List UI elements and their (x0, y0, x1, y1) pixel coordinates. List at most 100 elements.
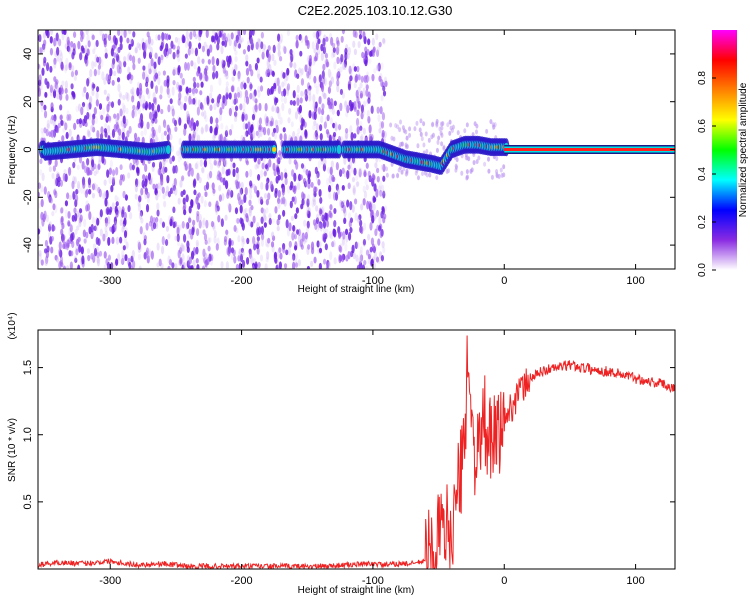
noise-speck (233, 38, 237, 47)
noise-speck (255, 130, 259, 137)
noise-speck (252, 258, 256, 264)
noise-speck (48, 196, 52, 204)
noise-speck (40, 211, 44, 221)
noise-speck (353, 133, 357, 139)
noise-speck (61, 80, 65, 87)
noise-speck (277, 197, 281, 205)
noise-speck (273, 59, 277, 66)
noise-speck (366, 49, 370, 55)
noise-speck (63, 241, 67, 250)
noise-speck (281, 81, 285, 88)
noise-speck (127, 205, 131, 213)
noise-speck (289, 200, 293, 209)
noise-speck (40, 185, 44, 193)
noise-speck (212, 71, 216, 80)
noise-speck (278, 38, 283, 44)
noise-speck (196, 82, 200, 88)
noise-speck (91, 123, 95, 132)
noise-speck (152, 129, 156, 137)
noise-speck (204, 73, 208, 82)
noise-speck (92, 254, 96, 263)
noise-speck (188, 133, 192, 142)
noise-speck (101, 192, 105, 199)
noise-speck (260, 207, 264, 214)
y-tick-label: 1.5 (22, 360, 34, 375)
noise-speck (263, 215, 268, 222)
noise-speck (376, 175, 380, 183)
noise-speck (245, 170, 249, 178)
noise-speck (354, 241, 358, 250)
noise-speck (240, 181, 244, 189)
noise-speck (195, 196, 199, 205)
noise-speck (273, 82, 277, 90)
noise-speck (336, 56, 340, 65)
noise-speck (241, 259, 246, 268)
noise-speck (358, 260, 363, 268)
noise-speck (328, 174, 332, 184)
noise-speck (228, 187, 232, 197)
noise-speck (378, 185, 382, 193)
noise-speck (297, 228, 301, 237)
noise-speck (332, 47, 336, 53)
noise-speck (336, 71, 340, 81)
noise-speck (208, 201, 212, 208)
noise-speck (125, 241, 129, 249)
noise-speck (48, 221, 52, 227)
noise-speck (172, 221, 176, 229)
noise-speck (186, 246, 190, 253)
noise-speck (404, 144, 408, 150)
noise-speck (65, 33, 69, 42)
noise-speck (127, 66, 131, 74)
noise-speck (96, 129, 100, 139)
noise-speck (139, 88, 143, 96)
noise-speck (280, 198, 284, 205)
noise-speck (293, 62, 297, 69)
noise-speck (237, 91, 241, 98)
noise-speck (287, 117, 291, 124)
noise-speck (38, 93, 41, 102)
noise-speck (317, 219, 321, 227)
noise-speck (318, 241, 322, 248)
noise-speck (322, 219, 327, 229)
noise-speck (278, 150, 282, 156)
noise-speck (83, 238, 87, 244)
noise-speck (356, 65, 360, 73)
noise-speck (115, 211, 119, 218)
noise-speck (248, 179, 253, 185)
noise-speck (353, 100, 357, 110)
noise-speck (137, 253, 142, 261)
noise-speck (57, 120, 61, 130)
noise-speck (186, 260, 190, 269)
noise-speck (209, 84, 214, 93)
noise-speck (84, 44, 88, 54)
noise-speck (190, 265, 194, 269)
noise-speck (294, 258, 298, 266)
noise-speck (257, 37, 261, 44)
noise-speck (315, 123, 319, 131)
noise-speck (237, 235, 241, 243)
noise-speck (166, 174, 170, 184)
noise-speck (289, 49, 293, 56)
noise-speck (76, 225, 80, 231)
noise-speck (234, 111, 238, 118)
noise-speck (365, 184, 369, 191)
noise-speck (197, 99, 201, 107)
snr-panel: -300 -200 -100 0 100 0.51.01.5 Height of str… (7, 312, 676, 596)
noise-speck (187, 170, 191, 177)
noise-speck (213, 127, 217, 136)
noise-speck (119, 236, 123, 244)
noise-speck (375, 33, 379, 41)
noise-speck (358, 33, 363, 40)
noise-speck (234, 105, 239, 112)
noise-speck (233, 63, 238, 71)
noise-speck (179, 179, 183, 188)
noise-speck (321, 214, 325, 222)
noise-speck (176, 45, 181, 51)
noise-speck (253, 185, 258, 194)
noise-speck (335, 183, 339, 192)
noise-speck (86, 103, 90, 112)
noise-speck (115, 63, 120, 71)
noise-speck (188, 162, 192, 172)
noise-speck (362, 31, 366, 40)
noise-speck (149, 131, 154, 137)
